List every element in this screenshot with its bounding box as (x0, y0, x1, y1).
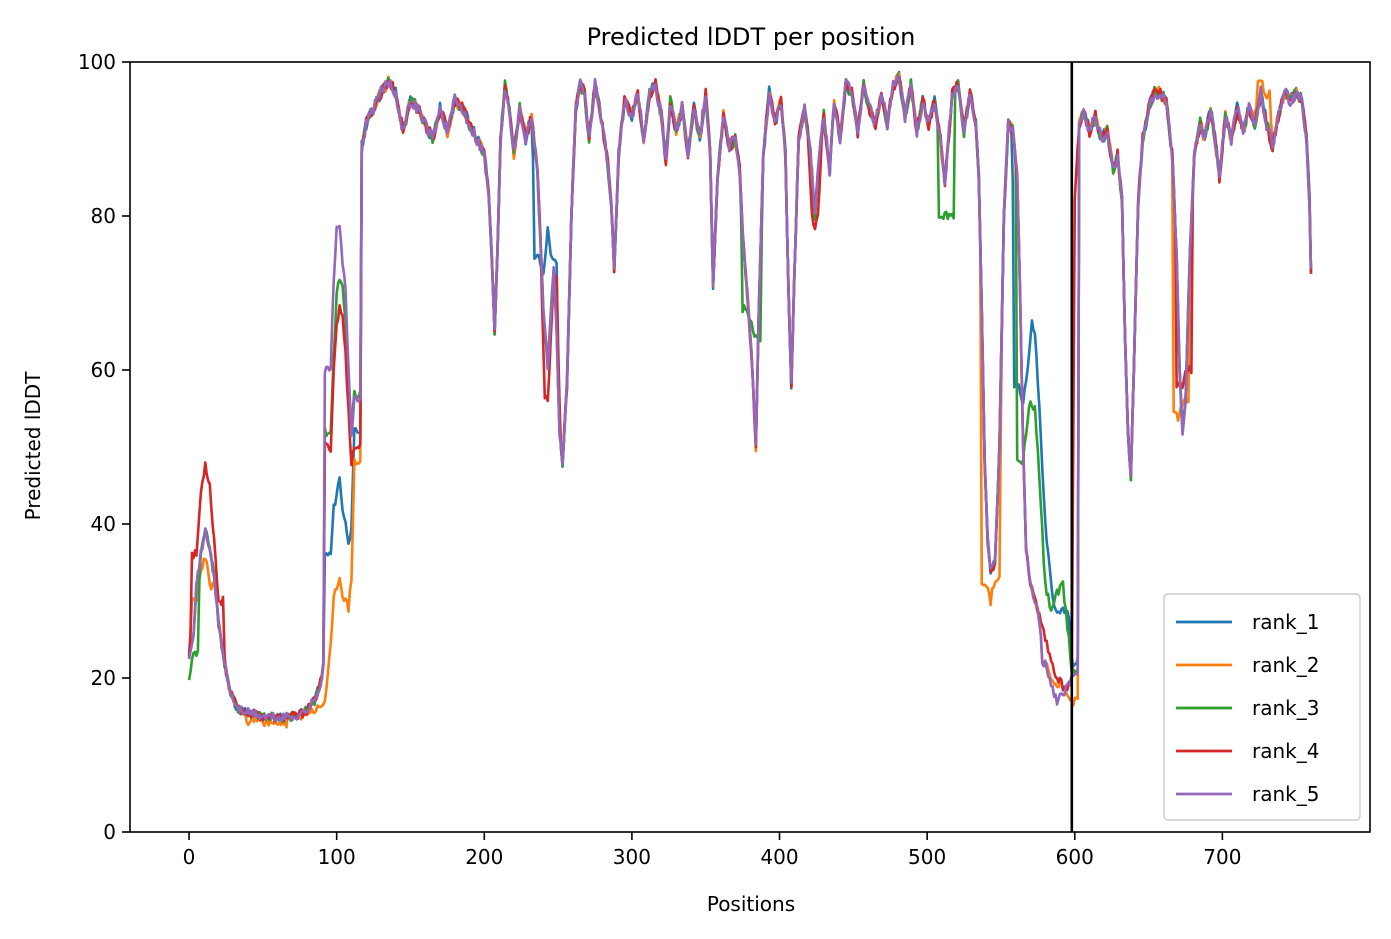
y-tick-label: 60 (91, 358, 116, 382)
x-tick-label: 400 (760, 845, 798, 869)
y-tick-label: 40 (91, 512, 116, 536)
y-tick-label: 100 (78, 50, 116, 74)
legend: rank_1 rank_2 rank_3 rank_4 rank_5 (1163, 593, 1361, 821)
x-tick-label: 100 (318, 845, 356, 869)
legend-label-rank_4: rank_4 (1252, 739, 1319, 763)
legend-label-rank_2: rank_2 (1252, 653, 1319, 677)
legend-label-rank_1: rank_1 (1252, 610, 1319, 634)
series-line-rank_5 (187, 74, 1313, 723)
x-tick-label: 0 (183, 845, 196, 869)
y-axis-label: Predicted lDDT (21, 371, 45, 521)
y-tick-label: 80 (91, 204, 116, 228)
legend-label-rank_3: rank_3 (1252, 696, 1319, 720)
x-tick-label: 700 (1203, 845, 1241, 869)
x-tick-label: 500 (908, 845, 946, 869)
x-axis-label: Positions (707, 892, 795, 916)
y-tick-label: 20 (91, 666, 116, 690)
legend-box (1163, 593, 1361, 821)
x-tick-label: 200 (465, 845, 503, 869)
y-tick-label: 0 (103, 820, 116, 844)
chart-title: Predicted lDDT per position (587, 23, 916, 51)
legend-label-rank_5: rank_5 (1252, 782, 1319, 806)
x-tick-label: 300 (613, 845, 651, 869)
plot-frame (129, 61, 1371, 833)
x-tick-label: 600 (1056, 845, 1094, 869)
